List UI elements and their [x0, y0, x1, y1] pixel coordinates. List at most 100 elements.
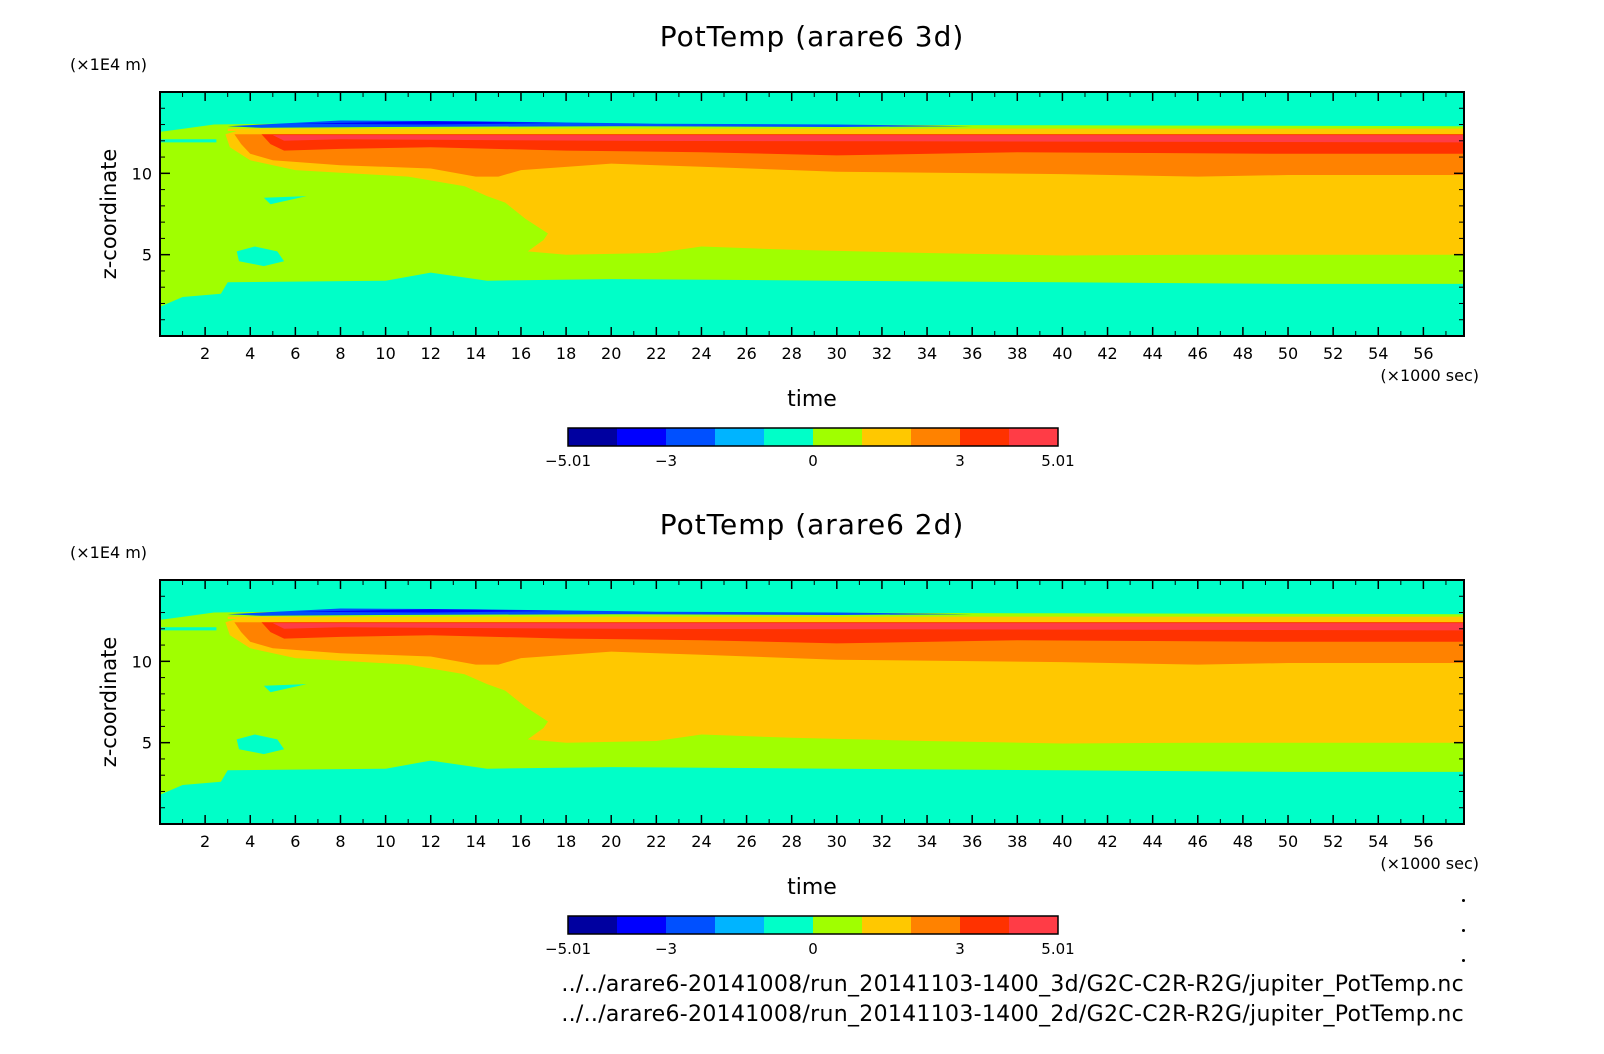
x-tick-label: 2 [200, 832, 210, 851]
x-tick-label: 30 [827, 344, 847, 363]
x-axis-label: time [787, 387, 837, 412]
colorbar-tick-label: 5.01 [1041, 940, 1074, 958]
x-tick-label: 20 [601, 832, 621, 851]
contour-band-cyan-bottom [160, 760, 1464, 824]
contour-band-cyan-blob [236, 246, 285, 267]
contour-band-cyan-bottom [160, 272, 1464, 336]
x-tick-label: 54 [1368, 344, 1388, 363]
x-tick-label: 10 [375, 344, 395, 363]
colorbar-swatch [813, 916, 862, 934]
x-tick-label: 40 [1052, 832, 1072, 851]
marker-dot [1462, 959, 1465, 962]
x-tick-label: 48 [1233, 832, 1253, 851]
x-tick-label: 22 [646, 832, 666, 851]
colorbar-swatch [813, 428, 862, 446]
x-tick-label: 8 [335, 344, 345, 363]
x-tick-label: 10 [375, 832, 395, 851]
colorbar-tick-label: −3 [655, 940, 677, 958]
contour-field [160, 92, 1464, 336]
colorbar-swatch [911, 916, 960, 934]
x-tick-label: 20 [601, 344, 621, 363]
x-tick-label: 46 [1188, 344, 1208, 363]
y-tick-label: 10 [132, 164, 152, 183]
colorbar-tick-label: 5.01 [1041, 452, 1074, 470]
x-tick-label: 52 [1323, 832, 1343, 851]
contour-band-yellow-top [227, 128, 1464, 131]
colorbar-tick-label: −5.01 [545, 940, 591, 958]
colorbar-tick-label: 3 [955, 940, 965, 958]
colorbar-tick-label: −3 [655, 452, 677, 470]
y-axis-label: z-coordinate [97, 637, 121, 768]
x-tick-label: 18 [556, 832, 576, 851]
y-unit-label: (×1E4 m) [70, 543, 147, 562]
x-tick-label: 54 [1368, 832, 1388, 851]
colorbar-tick-label: −5.01 [545, 452, 591, 470]
x-tick-label: 40 [1052, 344, 1072, 363]
colorbar-swatch [617, 916, 666, 934]
colorbar-swatch [1009, 428, 1058, 446]
x-tick-label: 32 [872, 832, 892, 851]
plot-frame [159, 91, 1465, 337]
x-tick-label: 52 [1323, 344, 1343, 363]
x-tick-label: 16 [511, 832, 531, 851]
x-tick-label: 26 [736, 344, 756, 363]
file-path-2d: ../../arare6-20141008/run_20141103-1400_… [561, 1002, 1464, 1027]
x-unit-label: (×1000 sec) [1380, 366, 1479, 385]
colorbar-swatch [666, 428, 715, 446]
x-tick-label: 4 [245, 832, 255, 851]
x-tick-label: 46 [1188, 832, 1208, 851]
colorbar-swatch [568, 428, 617, 446]
x-tick-label: 44 [1142, 832, 1162, 851]
x-tick-label: 50 [1278, 832, 1298, 851]
colorbar-swatch [568, 916, 617, 934]
x-tick-label: 56 [1413, 344, 1433, 363]
x-tick-label: 4 [245, 344, 255, 363]
x-tick-label: 34 [917, 832, 937, 851]
contour-band-red [272, 623, 1464, 631]
x-tick-label: 36 [962, 344, 982, 363]
contour-band-cyan-strip [160, 627, 217, 631]
x-tick-label: 48 [1233, 344, 1253, 363]
colorbar-tick-label: 0 [808, 940, 818, 958]
x-tick-label: 12 [421, 344, 441, 363]
x-tick-label: 44 [1142, 344, 1162, 363]
colorbar-frame [567, 427, 1059, 447]
colorbar-swatch [764, 916, 813, 934]
y-unit-label: (×1E4 m) [70, 55, 147, 74]
y-axis-label: z-coordinate [97, 149, 121, 280]
x-tick-label: 16 [511, 344, 531, 363]
colorbar-swatch [715, 916, 764, 934]
x-tick-label: 50 [1278, 344, 1298, 363]
contour-band-yellow-top [227, 616, 1464, 619]
x-tick-label: 32 [872, 344, 892, 363]
colorbar-swatch [1009, 916, 1058, 934]
x-tick-label: 14 [466, 832, 486, 851]
y-tick-label: 5 [142, 246, 152, 265]
colorbar-swatch [960, 916, 1009, 934]
colorbar-swatch [764, 428, 813, 446]
x-tick-label: 2 [200, 344, 210, 363]
x-tick-label: 28 [782, 832, 802, 851]
contour-band-cyan-blob [263, 684, 307, 693]
colorbar-swatch [715, 428, 764, 446]
x-tick-label: 42 [1097, 832, 1117, 851]
contour-band-cyan-strip [160, 139, 217, 143]
colorbar-tick-label: 3 [955, 452, 965, 470]
colorbar-tick-label: 0 [808, 452, 818, 470]
chart-title: PotTemp (arare6 2d) [660, 508, 965, 541]
y-tick-label: 5 [142, 734, 152, 753]
x-tick-label: 8 [335, 832, 345, 851]
x-tick-label: 6 [290, 344, 300, 363]
x-axis-label: time [787, 875, 837, 900]
contour-band-cyan-blob [263, 196, 307, 205]
x-tick-label: 22 [646, 344, 666, 363]
contour-field [160, 580, 1464, 824]
x-tick-label: 18 [556, 344, 576, 363]
x-tick-label: 34 [917, 344, 937, 363]
x-tick-label: 14 [466, 344, 486, 363]
x-tick-label: 28 [782, 344, 802, 363]
chart-title: PotTemp (arare6 3d) [660, 20, 965, 53]
colorbar-swatch [911, 428, 960, 446]
x-tick-label: 24 [691, 832, 711, 851]
chart-panel-0: 2 4 6 8 10 12 14 16 18 20 22 24 26 28 30 32 34 36 38 40 42 44… [70, 20, 1479, 470]
